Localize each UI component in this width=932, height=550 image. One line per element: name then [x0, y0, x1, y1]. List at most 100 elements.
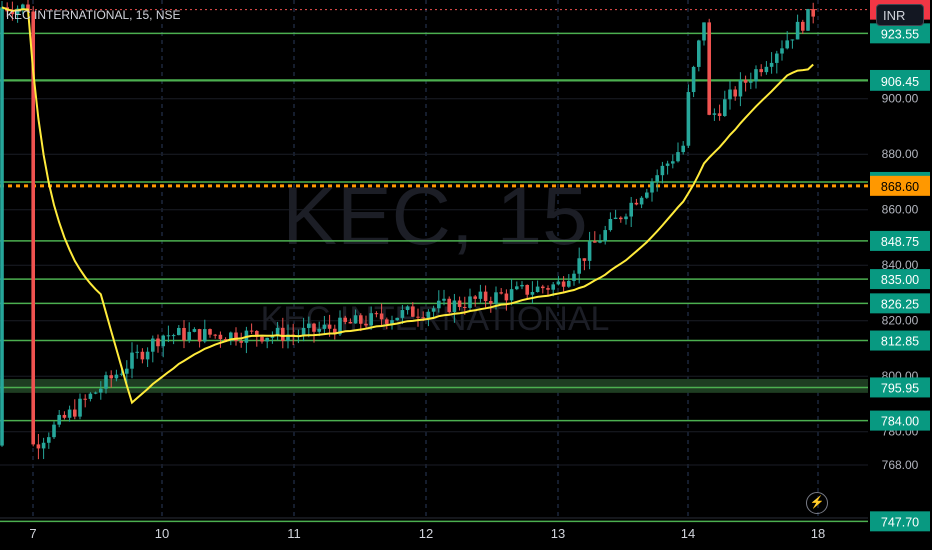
x-tick-label: 10: [155, 526, 169, 541]
candle-body: [327, 324, 332, 329]
price-label: 826.25: [870, 293, 930, 314]
price-label-text: 868.60: [881, 180, 919, 194]
price-label: 835.00: [870, 269, 930, 290]
candle-body: [177, 327, 181, 336]
candle-body: [811, 9, 815, 17]
candle-body: [281, 327, 285, 341]
candle-body: [41, 442, 46, 449]
candle-body: [203, 329, 207, 342]
candle-body: [348, 321, 353, 324]
price-label-text: 923.55: [881, 27, 919, 41]
candle-body: [119, 373, 124, 375]
candle-body: [135, 351, 139, 353]
lightning-icon[interactable]: ⚡: [806, 492, 828, 514]
x-tick-label: 12: [419, 526, 433, 541]
price-label-text: 906.45: [881, 75, 919, 89]
candle-body: [385, 319, 389, 324]
candle-body: [509, 289, 514, 301]
candle-body: [556, 281, 561, 285]
candle-body: [151, 338, 155, 352]
candle-body: [234, 332, 238, 342]
price-label-bg: [870, 230, 930, 251]
candle-body: [691, 66, 696, 93]
x-tick-label: 7: [29, 526, 36, 541]
candle-body: [775, 53, 779, 63]
candle-body: [338, 317, 342, 335]
candle-body: [369, 313, 373, 326]
candle-body: [613, 217, 618, 219]
candle-body: [379, 313, 384, 320]
candle-body: [99, 388, 103, 393]
candle-body: [489, 301, 493, 304]
candle-body: [494, 292, 498, 304]
candle-body: [359, 315, 363, 324]
x-tick-label: 18: [811, 526, 825, 541]
candle-body: [57, 414, 61, 425]
candle-body: [286, 334, 290, 341]
y-tick-label: 900.00: [882, 92, 919, 106]
price-label-bg: [870, 70, 930, 91]
candle-body: [36, 444, 41, 449]
candle-body: [546, 288, 550, 290]
candle-body: [530, 292, 535, 295]
candle-body: [62, 414, 67, 418]
candle-body: [759, 69, 763, 73]
price-label-bg: [870, 511, 930, 532]
candle-body: [426, 311, 431, 318]
candle-body: [452, 300, 457, 313]
candle-body: [697, 40, 701, 67]
horizontal-levels: [0, 9, 868, 523]
price-label-text: 848.75: [881, 235, 919, 249]
candle-body: [463, 306, 467, 308]
candle-body: [421, 317, 425, 319]
price-label: 784.00: [870, 410, 930, 431]
candle-body: [733, 89, 737, 97]
candle-body: [26, 4, 30, 12]
candle-body: [764, 66, 769, 73]
candle-body: [239, 341, 243, 343]
candle-body: [88, 393, 93, 399]
candle-body: [749, 81, 753, 83]
candle-body: [109, 375, 113, 379]
candle-body: [785, 40, 789, 49]
candle-body: [93, 392, 98, 394]
candle-body: [275, 327, 280, 336]
candle-body: [333, 328, 337, 335]
candle-body: [671, 161, 675, 164]
y-tick-label: 768.00: [882, 458, 919, 472]
candle-body: [499, 292, 503, 294]
price-label-text: 835.00: [881, 273, 919, 287]
candle-body: [104, 375, 108, 389]
candle-body: [78, 398, 82, 417]
candle-body: [343, 317, 347, 322]
candle-body: [577, 258, 581, 274]
candle-body: [723, 99, 727, 116]
candle-body: [161, 335, 165, 347]
candle-body: [593, 241, 597, 243]
candle-body: [317, 328, 321, 332]
green-zone: [0, 378, 868, 393]
y-tick-label: 880.00: [882, 147, 919, 161]
candle-body: [0, 7, 4, 446]
time-axis[interactable]: 7 10 11 12 13 14 18: [0, 517, 868, 541]
candle-body: [255, 330, 259, 337]
price-label-bg: [870, 269, 930, 290]
candle-body: [535, 286, 540, 293]
candle-body: [390, 320, 394, 324]
price-label-text: 747.70: [881, 515, 919, 529]
candle-body: [754, 69, 758, 82]
candle-body: [676, 152, 680, 162]
candle-body: [520, 284, 524, 287]
symbol-title: KEC INTERNATIONAL, 15, NSE: [6, 8, 181, 22]
candle-body: [806, 9, 810, 31]
candle-body: [790, 39, 795, 41]
candle-body: [67, 409, 72, 418]
candle-body: [801, 21, 805, 31]
candle-body: [780, 48, 784, 54]
currency-button[interactable]: INR: [876, 4, 924, 26]
watermark-name: KEC INTERNATIONAL: [261, 300, 610, 338]
candle-body: [795, 21, 800, 40]
candle-body: [582, 258, 587, 261]
candle-body: [478, 291, 483, 299]
